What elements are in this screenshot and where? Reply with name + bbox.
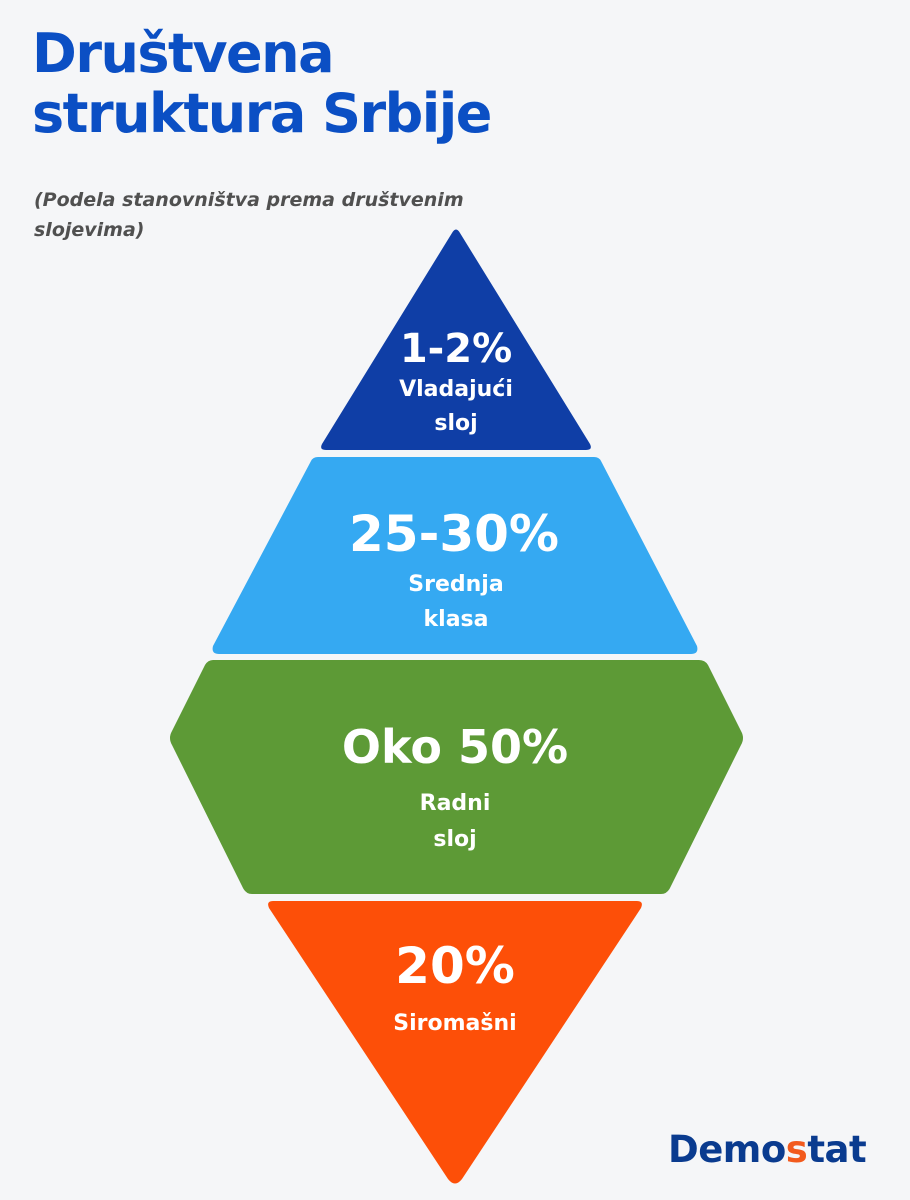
- page-title: Društvena struktura Srbije: [32, 22, 492, 145]
- layer-ruling-class-label-line-1: Vladajući: [399, 377, 513, 402]
- layer-working-class-percent: Oko 50%: [342, 720, 568, 774]
- layer-poor-shape: [268, 901, 642, 1184]
- layer-middle-class-percent: 25-30%: [349, 505, 559, 563]
- logo-text-accent: s: [785, 1128, 808, 1171]
- subtitle-line-1: (Podela stanovništva prema društvenim: [34, 189, 464, 211]
- layer-ruling-class-label-line-2: sloj: [434, 411, 477, 436]
- title-line-1: Društvena: [32, 22, 335, 85]
- layer-poor-percent: 20%: [395, 937, 515, 995]
- layer-poor-label: Siromašni: [393, 1011, 516, 1036]
- layer-poor: 20% Siromašni: [268, 901, 642, 1184]
- subtitle-line-2: slojevima): [34, 219, 145, 241]
- layer-middle-class-label-line-1: Srednja: [408, 572, 503, 597]
- title-line-2: struktura Srbije: [32, 82, 492, 145]
- layer-middle-class: 25-30% Srednja klasa: [212, 457, 698, 654]
- layer-working-class-shape: [170, 660, 743, 894]
- layer-ruling-class: 1-2% Vladajući sloj: [321, 229, 591, 450]
- page-subtitle: (Podela stanovništva prema društvenim sl…: [34, 185, 554, 245]
- logo-text-start: Demo: [668, 1128, 786, 1171]
- layer-working-class-label-line-1: Radni: [420, 791, 491, 816]
- layer-ruling-class-percent: 1-2%: [400, 326, 512, 372]
- layer-middle-class-shape: [212, 457, 698, 654]
- demostat-logo: Demostat: [668, 1128, 867, 1171]
- layer-working-class-label-line-2: sloj: [433, 827, 476, 852]
- layer-middle-class-label-line-2: klasa: [424, 607, 489, 632]
- layer-working-class: Oko 50% Radni sloj: [170, 660, 743, 894]
- layer-ruling-class-shape: [321, 229, 591, 450]
- logo-text-end: tat: [807, 1128, 867, 1171]
